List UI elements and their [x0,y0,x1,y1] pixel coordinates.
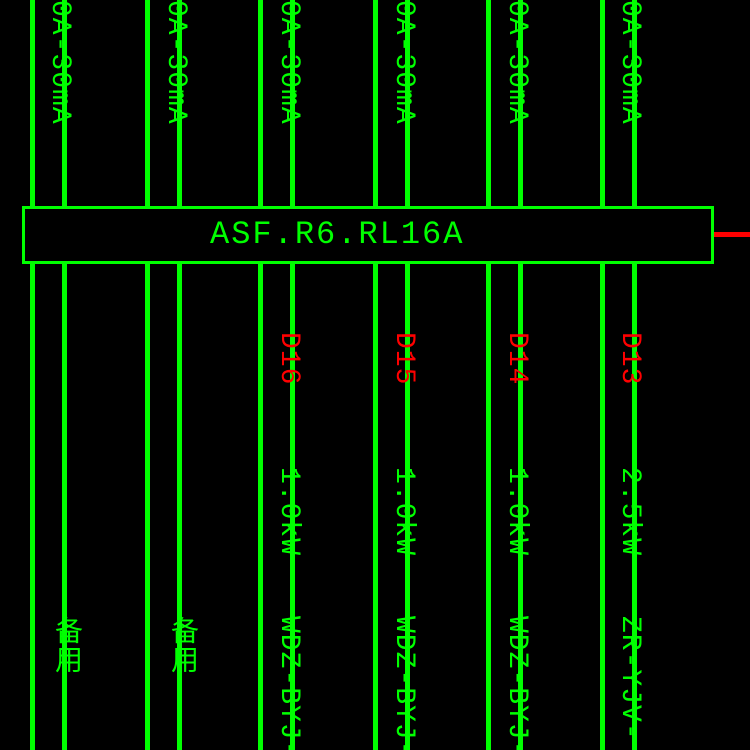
spare-label: 备用 [44,616,84,674]
circuit-power: 1.0kW [501,467,532,556]
circuit-power: 1.0kW [273,467,304,556]
circuit-cable: WDZ-BYJ- [273,616,304,750]
circuit-power: 2.5kW [614,467,645,556]
rating-text: 0A-30mA [614,0,645,125]
circuit-id: D16 [273,332,304,385]
circuit-cable: WDZ-BYJ- [501,616,532,750]
rating-text: 0A-30mA [44,0,75,125]
bus-connector [714,232,750,237]
circuit-id: D14 [501,332,532,385]
vline [486,0,491,750]
rating-text: 0A-30mA [273,0,304,125]
rating-text: 0A-30mA [388,0,419,125]
vline [373,0,378,750]
rating-text: 0A-30mA [501,0,532,125]
vline [600,0,605,750]
cad-canvas: 0A-30mA 0A-30mA 0A-30mA 0A-30mA 0A-30mA … [0,0,750,750]
circuit-cable: ZR-YJV- [614,616,645,741]
rating-text: 0A-30mA [160,0,191,125]
spare-label: 备用 [160,616,200,674]
device-label: ASF.R6.RL16A [210,216,464,253]
vline [258,0,263,750]
circuit-power: 1.0kW [388,467,419,556]
vline [30,0,35,750]
vline [145,0,150,750]
circuit-id: D15 [388,332,419,385]
circuit-cable: WDZ-BYJ- [388,616,419,750]
circuit-id: D13 [614,332,645,385]
